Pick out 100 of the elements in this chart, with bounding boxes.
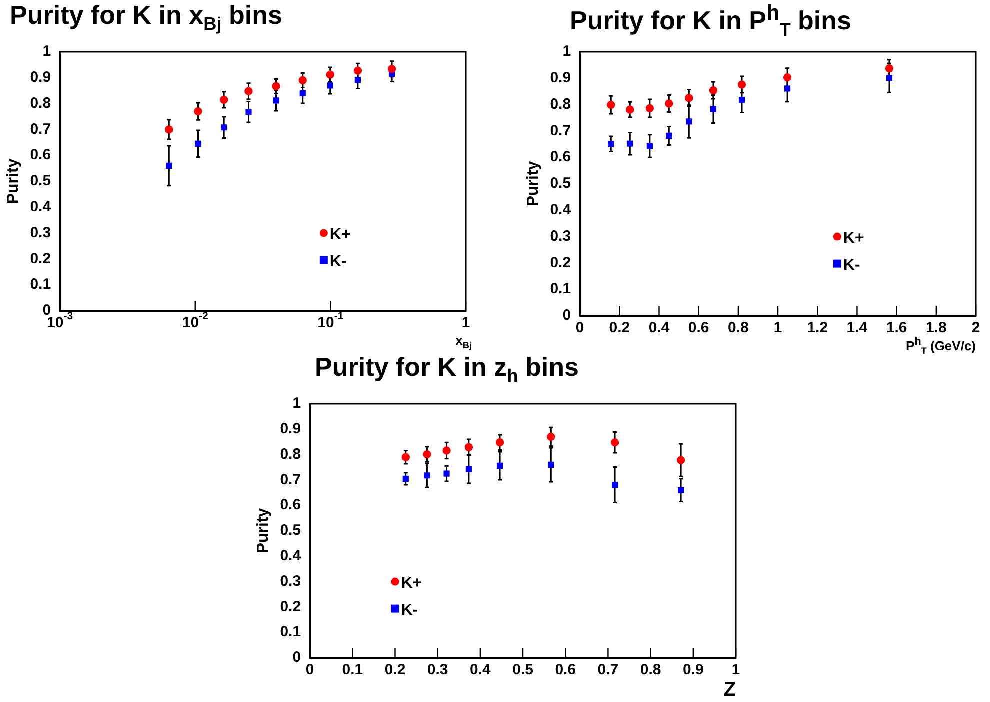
y-tick-label: 0.4	[30, 198, 52, 216]
chart-title: Purity for K in z$_{h}$ bins	[315, 352, 579, 388]
point	[665, 100, 674, 108]
point	[612, 482, 618, 488]
point	[686, 118, 692, 125]
point	[627, 140, 634, 147]
x-tick-label: 1	[774, 320, 782, 337]
point	[738, 97, 746, 104]
y-tick-label: 0.8	[280, 446, 302, 463]
point	[783, 74, 792, 82]
point	[273, 98, 280, 104]
point	[709, 86, 718, 95]
x-tick-label: 0	[576, 320, 584, 337]
x-axis-title: Z	[724, 679, 736, 702]
point	[444, 470, 450, 477]
x-tick-label: 0.4	[470, 662, 492, 679]
point	[300, 90, 306, 96]
x-tick-label: 0.2	[384, 662, 406, 679]
x-tick-label: 0.1	[342, 662, 364, 679]
chart-title: Purity for K in x$_{Bj}$ bins	[10, 0, 282, 36]
x-tick-label: 1	[462, 314, 470, 332]
y-tick-label: 0.6	[550, 148, 572, 166]
y-tick-label: 0.8	[30, 94, 52, 112]
y-tick-label: 1	[292, 395, 302, 412]
point	[298, 76, 307, 85]
y-axis-title: Purity	[525, 161, 542, 207]
point	[496, 438, 504, 447]
y-axis-title: Purity	[255, 508, 272, 554]
x-tick-label: 1.2	[807, 320, 828, 337]
y-tick-label: 0.6	[30, 146, 52, 164]
point	[885, 64, 894, 73]
point	[646, 104, 654, 113]
y-tick-label: 0.9	[280, 420, 302, 438]
x-tick-label: 0.8	[728, 320, 749, 337]
y-tick-label: 0.7	[280, 471, 302, 488]
point	[676, 456, 686, 464]
point	[646, 143, 653, 150]
x-tick-label: 0	[306, 662, 314, 679]
point	[496, 462, 504, 470]
point	[221, 124, 228, 131]
x-tick-label: 1.8	[926, 320, 947, 337]
y-tick-label: 0.3	[550, 228, 572, 245]
legend-label: K-	[843, 257, 860, 274]
point	[738, 80, 746, 89]
point	[327, 82, 334, 89]
chart-title: Purity for K in P$^{h}$$_{T}$ bins	[570, 0, 852, 41]
point	[246, 109, 252, 116]
point	[402, 476, 409, 482]
point	[354, 66, 362, 76]
y-tick-label: 1	[42, 43, 52, 60]
point	[608, 141, 614, 148]
y-tick-label: 0.7	[30, 120, 52, 138]
x-tick-label: 1.4	[846, 320, 868, 337]
point	[466, 466, 472, 472]
y-tick-label: 0.3	[30, 224, 52, 242]
y-tick-label: 0.4	[550, 202, 572, 219]
x-axis-title: x$_{Bj}$	[456, 333, 472, 351]
point	[402, 453, 410, 462]
point	[272, 82, 280, 91]
point	[220, 96, 228, 104]
y-tick-label: 0.3	[280, 572, 302, 590]
x-axis-title: P$^{h}$$_{T}$ (GeV/c)	[906, 336, 976, 356]
point	[607, 100, 616, 110]
y-tick-label: 1	[562, 43, 572, 60]
legend-label: K+	[330, 226, 351, 244]
x-tick-label: 0.3	[427, 662, 448, 679]
y-tick-label: 0.2	[30, 250, 52, 268]
y-tick-label: 0.2	[550, 254, 572, 272]
y-tick-label: 0.2	[280, 598, 302, 616]
point	[678, 487, 684, 494]
x-tick-label: 0.8	[640, 662, 662, 679]
y-tick-label: 0.9	[30, 69, 52, 86]
y-tick-label: 0.1	[280, 624, 302, 641]
point	[626, 106, 634, 114]
x-tick-label: 2	[972, 320, 980, 337]
x-tick-label: 0.4	[648, 320, 670, 337]
x-tick-label: 0.9	[682, 662, 704, 679]
point	[710, 106, 717, 112]
y-axis-title: Purity	[5, 158, 22, 204]
x-tick-label: 1.6	[886, 320, 908, 337]
point	[547, 432, 556, 442]
y-tick-label: 0.8	[550, 96, 572, 113]
point	[424, 472, 430, 479]
point	[423, 450, 432, 459]
y-tick-label: 0.7	[550, 122, 572, 140]
x-tick-label: 0.5	[512, 662, 534, 679]
y-tick-label: 0.5	[280, 522, 302, 540]
point	[548, 462, 554, 468]
y-tick-label: 0.5	[550, 175, 572, 192]
point	[666, 132, 672, 139]
point	[165, 126, 174, 134]
x-tick-label: 0.6	[688, 320, 710, 337]
point	[354, 77, 361, 84]
point	[886, 75, 893, 82]
y-tick-label: 0.5	[30, 172, 52, 190]
y-tick-label: 0.1	[550, 280, 572, 298]
legend-label: K+	[843, 230, 864, 248]
point	[610, 438, 620, 447]
legend-label: K+	[401, 575, 422, 592]
x-tick-label: 0.7	[598, 662, 619, 679]
